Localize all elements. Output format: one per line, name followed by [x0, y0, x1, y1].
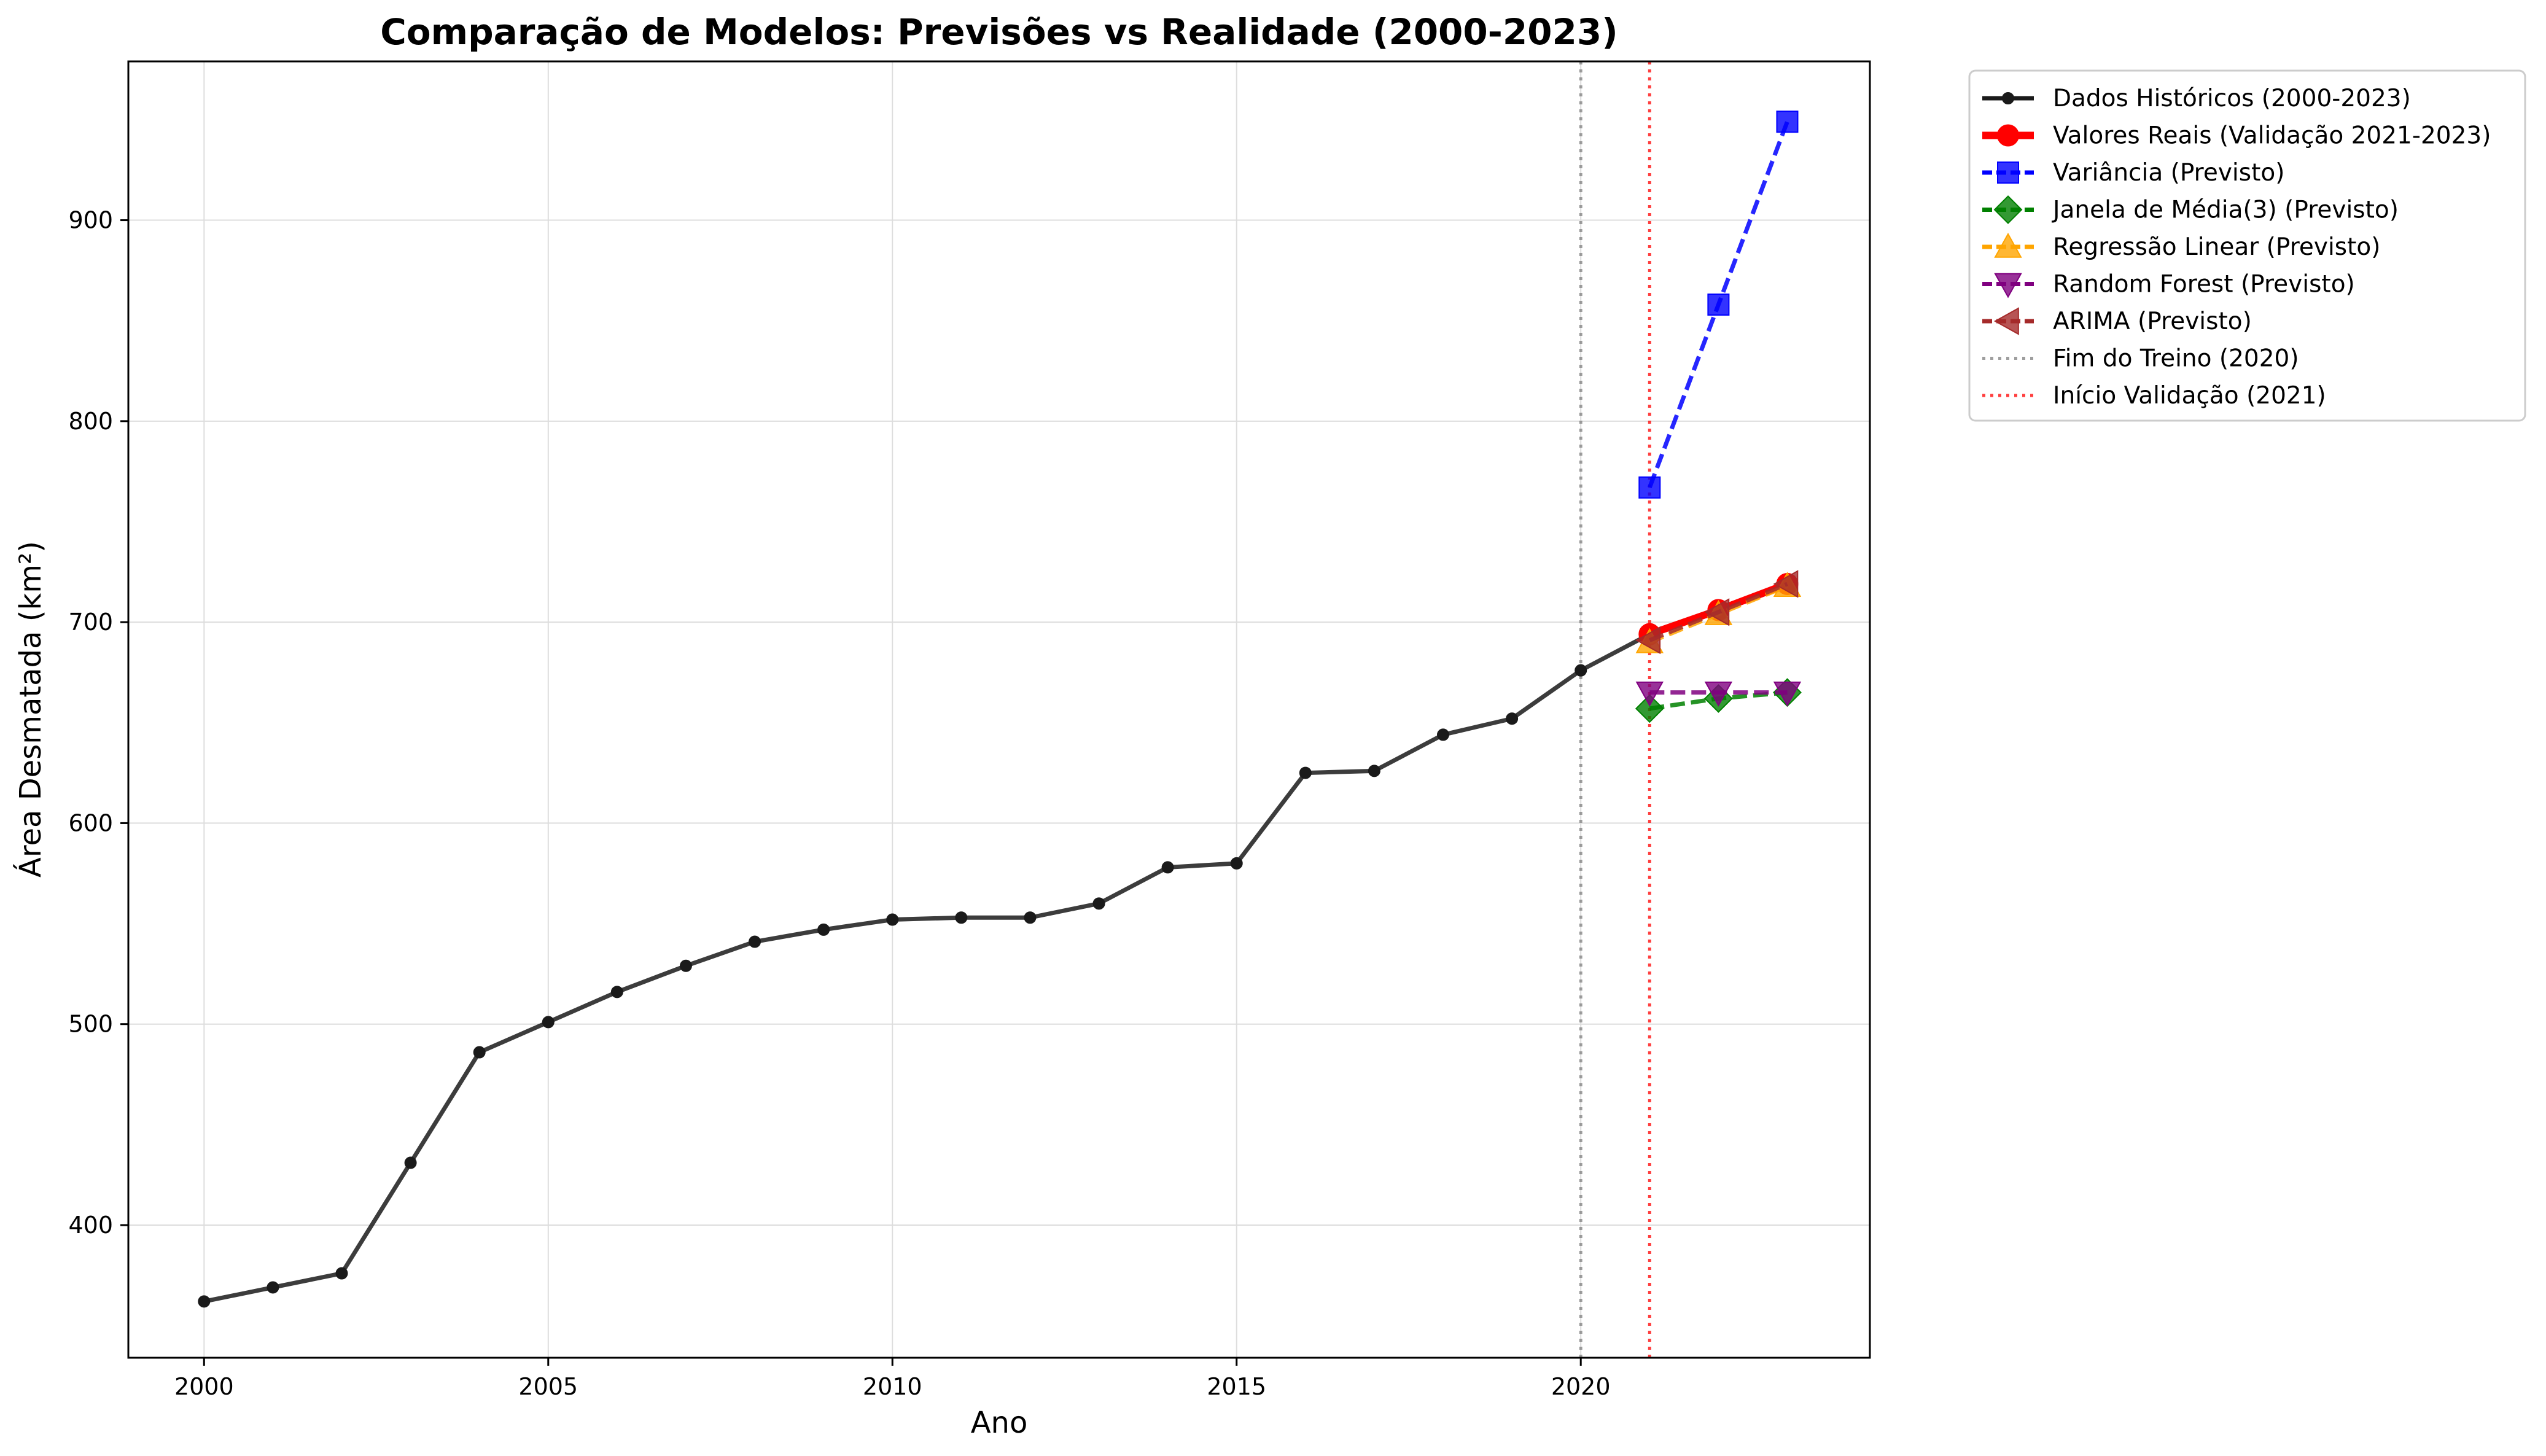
- data-point: [1773, 681, 1802, 707]
- series-line: [203, 582, 1788, 1304]
- plot-frame: [127, 60, 1871, 1359]
- data-point: [610, 986, 623, 999]
- series-5: [1635, 681, 1802, 707]
- legend-label: Janela de Média(3) (Previsto): [2051, 197, 2399, 224]
- data-point: [335, 1267, 348, 1280]
- data-point: [267, 1281, 279, 1294]
- data-point: [1635, 626, 1661, 655]
- data-point: [404, 1156, 417, 1169]
- legend-label: Início Validação (2021): [2053, 382, 2326, 410]
- data-point: [886, 913, 899, 926]
- x-axis-label: Ano: [971, 1406, 1028, 1440]
- data-point: [1506, 712, 1519, 725]
- data-point: [1993, 307, 2019, 335]
- legend-label: Variância (Previsto): [2053, 159, 2284, 187]
- legend-item: Variância (Previsto): [1982, 159, 2284, 187]
- data-point: [1638, 476, 1661, 499]
- data-point: [1704, 681, 1733, 707]
- legend-label: Dados Históricos (2000-2023): [2053, 85, 2411, 112]
- data-point: [2002, 92, 2014, 104]
- legend-item: Fim do Treino (2020): [1982, 345, 2299, 373]
- legend-item: Início Validação (2021): [1982, 382, 2326, 410]
- y-tick-label: 800: [68, 408, 113, 435]
- data-point: [1635, 681, 1664, 707]
- data-point: [542, 1016, 555, 1029]
- x-tick-label: 2020: [1551, 1373, 1611, 1400]
- x-tick-label: 2000: [174, 1373, 234, 1400]
- data-point: [1773, 570, 1799, 598]
- data-point: [1024, 911, 1037, 924]
- data-point: [955, 911, 968, 924]
- data-point: [1997, 162, 2019, 184]
- data-point: [1776, 111, 1799, 133]
- data-point: [1994, 273, 2022, 298]
- x-axis-ticks: 2000 2005 2010 2015 2020: [174, 1358, 1611, 1400]
- legend-label: Valores Reais (Validação 2021-2023): [2053, 122, 2491, 150]
- x-tick-label: 2015: [1207, 1373, 1266, 1400]
- data-point: [1368, 765, 1380, 777]
- data-point: [749, 935, 761, 948]
- legend-item: ARIMA (Previsto): [1982, 307, 2252, 335]
- x-tick-label: 2010: [863, 1373, 922, 1400]
- grid: [128, 61, 1870, 1358]
- legend-item: Regressão Linear (Previsto): [1982, 232, 2381, 261]
- plot-series: [198, 111, 1802, 1308]
- data-point: [1437, 728, 1450, 741]
- chart-title: Comparação de Modelos: Previsões vs Real…: [380, 11, 1618, 53]
- data-point: [1161, 861, 1174, 874]
- y-tick-label: 400: [68, 1212, 113, 1239]
- legend-item: Valores Reais (Validação 2021-2023): [1982, 122, 2491, 150]
- data-point: [1994, 232, 2022, 258]
- series-2: [1638, 111, 1799, 499]
- legend-frame: [1968, 69, 2526, 422]
- data-point: [1092, 897, 1105, 910]
- y-tick-label: 900: [68, 207, 113, 234]
- y-tick-label: 500: [68, 1011, 113, 1038]
- y-tick-label: 700: [68, 609, 113, 636]
- legend-label: Random Forest (Previsto): [2053, 271, 2355, 298]
- data-point: [817, 923, 830, 936]
- y-tick-label: 600: [68, 809, 113, 836]
- data-point: [1635, 694, 1664, 723]
- series-6: [1635, 570, 1799, 655]
- data-point: [1575, 664, 1587, 677]
- legend-item: Janela de Média(3) (Previsto): [1982, 195, 2399, 224]
- data-point: [473, 1046, 486, 1059]
- legend-item: Random Forest (Previsto): [1982, 271, 2355, 298]
- data-point: [1299, 766, 1312, 779]
- legend-item: Dados Históricos (2000-2023): [1982, 85, 2411, 112]
- series-0: [198, 577, 1794, 1308]
- legend: Dados Históricos (2000-2023) Valores Reai…: [1968, 69, 2526, 422]
- data-point: [1997, 124, 2019, 147]
- data-point: [679, 959, 692, 972]
- legend-label: Fim do Treino (2020): [2053, 345, 2299, 373]
- legend-label: ARIMA (Previsto): [2053, 308, 2252, 335]
- legend-label: Regressão Linear (Previsto): [2053, 233, 2381, 261]
- y-axis-label: Área Desmatada (km²): [13, 541, 48, 878]
- data-point: [1707, 294, 1730, 316]
- data-point: [1230, 857, 1243, 870]
- x-tick-label: 2005: [518, 1373, 578, 1400]
- data-point: [198, 1295, 211, 1308]
- data-point: [1993, 195, 2023, 224]
- data-point: [1704, 598, 1730, 626]
- y-axis-ticks: 400 500 600 700 800 900: [68, 207, 128, 1239]
